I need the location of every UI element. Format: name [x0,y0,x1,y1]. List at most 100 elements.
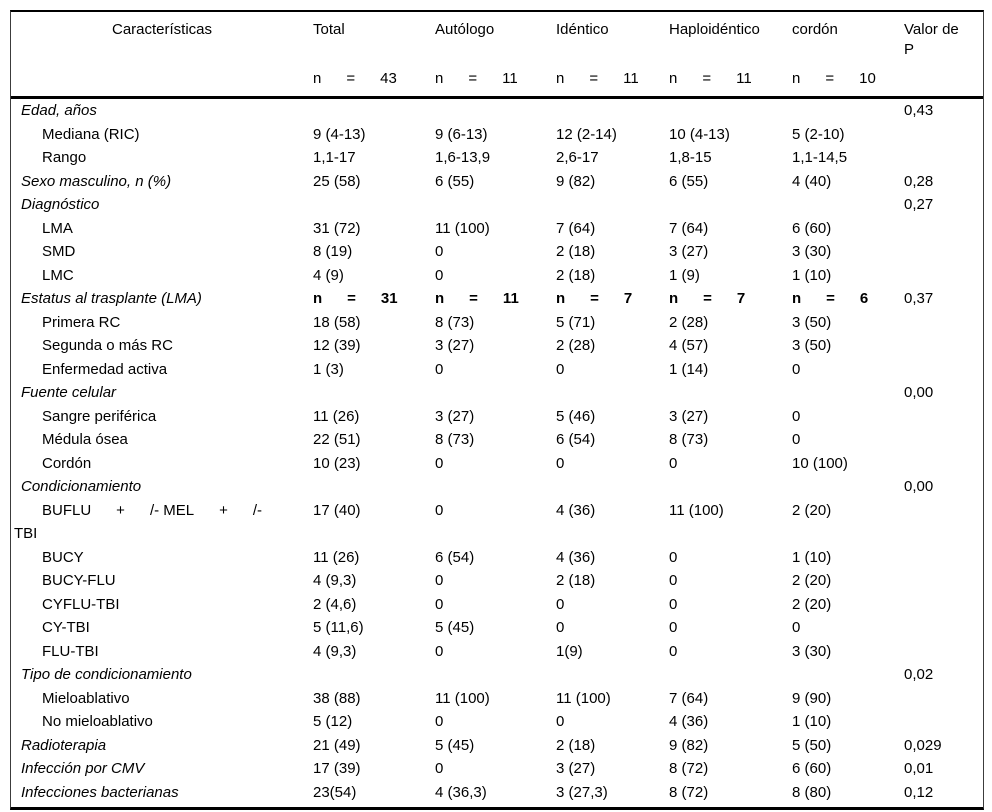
table-row: Enfermedad activa 1 (3) 0 0 1 (14) 0 [11,358,983,382]
row-label: BUCY [42,548,84,566]
cell-value: 11 (100) [556,689,611,707]
cell-value: 17 (39) [313,760,361,777]
cell-value: 3 (27,3) [556,783,608,801]
cell-value: n = 6 [792,290,869,307]
cell-p-value [902,264,983,288]
cell-value: 11 (26) [313,407,360,425]
cell-value: 9 (6-13) [435,125,488,143]
table-row: Tipo de condicionamiento 0,02 [11,663,983,687]
row-label: Condicionamiento [21,478,142,495]
cell-value [790,193,902,217]
cell-value: 5 (11,6) [313,619,364,636]
cell-value: 11 (100) [435,219,490,237]
cell-value [790,381,902,405]
cell-value: 18 (58) [313,313,361,331]
cell-value: 0 [669,548,678,566]
cell-value: 0 [669,454,678,472]
cell-value: 2,6-17 [556,149,599,166]
cell-value: 10 (100) [792,454,848,472]
cell-value: 0 [435,760,444,777]
cell-p-value [902,569,983,593]
table-row: Primera RC 18 (58) 8 (73) 5 (71) 2 (28) 3 (50… [11,311,983,335]
cell-value: 8 (73) [435,431,475,448]
cell-value: 6 (54) [556,431,596,448]
table-row: Rango 1,1-17 1,6-13,9 2,6-17 1,8-15 1,1-14,5 [11,146,983,170]
cell-value [311,475,433,499]
cell-p-value [902,428,983,452]
cell-value [554,475,667,499]
table-row: FLU-TBI 4 (9,3) 0 1(9) 0 3 (30) [11,640,983,664]
cell-value: n = 7 [556,290,633,307]
cell-value: 6 (55) [669,172,709,190]
table-header: Características Total Autólogo Idéntico … [11,12,983,99]
cell-value: n = 11 [435,290,519,307]
cell-value: 4 (36,3) [435,783,487,801]
cell-p-value [902,146,983,170]
cell-value: 7 (64) [669,219,709,237]
header-p-value: Valor de P [904,21,959,58]
cell-value: 5 (46) [556,407,596,425]
cell-value: 17 (40) [313,501,361,519]
header-characteristics: Características [111,21,213,38]
table-row: Infección por CMV 17 (39) 0 3 (27) 8 (72) 6 (… [11,757,983,781]
cell-value: 4 (40) [792,172,832,190]
table-row: SMD 8 (19) 0 2 (18) 3 (27) 3 (30) [11,240,983,264]
cell-p-value: 0,27 [904,196,934,213]
cell-p-value [902,334,983,358]
header-n-cordon: n = 10 [792,70,876,87]
row-label: FLU-TBI [42,642,99,660]
cell-value: 3 (27) [669,407,709,425]
cell-value: 5 (12) [313,713,353,730]
cell-p-value: 0,37 [904,290,934,307]
cell-p-value: 0,00 [904,478,934,495]
row-label: SMD [42,243,76,260]
cell-value: 4 (9,3) [313,572,357,589]
cell-value: 0 [792,360,801,378]
cell-value: 0 [435,572,444,589]
header-n-haploidentico: n = 11 [669,70,752,87]
cell-value: 2 (28) [669,313,709,331]
cell-value [790,99,902,123]
table-body: Edad, años 0,43 Mediana (RIC) 9 (4-13) 9 (6-… [11,99,983,807]
cell-p-value [902,593,983,617]
row-label: Médula ósea [42,431,128,448]
row-label: Radioterapia [21,736,107,754]
cell-value: 2 (18) [556,572,596,589]
cell-p-value: 0,00 [904,384,934,401]
cell-value [433,663,554,687]
cell-value: 11 (100) [669,501,724,519]
cell-value: 6 (60) [792,219,832,237]
row-label: Mieloablativo [42,689,130,707]
cell-value: 10 (4-13) [669,125,730,143]
header-n-identico: n = 11 [556,70,639,87]
cell-value: 5 (45) [435,619,475,636]
row-label: Infección por CMV [21,760,145,777]
cell-value: 10 (23) [313,454,361,472]
cell-value: 1 (10) [792,266,832,284]
cell-value: 12 (39) [313,337,361,354]
table-row: Mieloablativo 38 (88) 11 (100) 11 (100) 7 (6… [11,687,983,711]
cell-value: 2 (20) [792,501,832,519]
row-label: Rango [42,149,87,166]
cell-value: 2 (18) [556,736,596,754]
cell-p-value [902,499,983,546]
cell-value: 0 [669,572,678,589]
cell-value: 2 (20) [792,595,832,613]
header-autologo: Autólogo [435,21,495,38]
cell-value: 4 (36) [556,501,596,519]
cell-value [667,193,790,217]
cell-value: 0 [435,501,444,519]
cell-value: 23(54) [313,783,357,801]
cell-value: 6 (54) [435,548,475,566]
header-haploidentico: Haploidéntico [669,21,760,38]
cell-value: 8 (19) [313,243,353,260]
cell-value: 0 [435,360,444,378]
cell-value: 0 [435,266,444,284]
cell-value: 5 (50) [792,736,832,754]
row-label: Sangre periférica [42,407,157,425]
table-row: CYFLU-TBI 2 (4,6) 0 0 0 2 (20) [11,593,983,617]
cell-value: 4 (9,3) [313,642,357,660]
cell-value: 3 (27) [435,337,475,354]
cell-p-value: 0,01 [904,760,934,777]
cell-value: 3 (30) [792,243,832,260]
